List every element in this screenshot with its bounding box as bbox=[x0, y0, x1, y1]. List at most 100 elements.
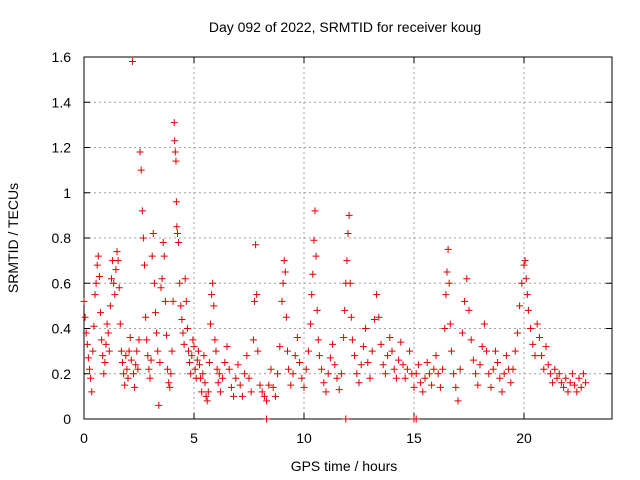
data-point bbox=[445, 279, 453, 287]
data-point bbox=[80, 297, 88, 305]
data-point bbox=[414, 361, 422, 369]
data-point bbox=[86, 365, 93, 373]
data-point bbox=[359, 343, 367, 351]
data-point bbox=[141, 261, 148, 269]
data-point bbox=[110, 279, 118, 287]
data-point bbox=[463, 275, 471, 283]
data-point bbox=[540, 365, 548, 373]
data-point bbox=[204, 388, 212, 396]
data-point bbox=[82, 329, 90, 337]
data-point bbox=[211, 336, 219, 344]
data-point bbox=[324, 370, 332, 378]
data-point bbox=[443, 268, 451, 276]
data-point bbox=[150, 279, 158, 287]
data-point bbox=[174, 229, 181, 237]
data-point bbox=[190, 343, 198, 351]
data-point bbox=[252, 241, 260, 249]
y-tick-label: 1.6 bbox=[52, 49, 72, 65]
data-point bbox=[136, 148, 144, 156]
data-point bbox=[122, 352, 130, 360]
data-point bbox=[421, 374, 429, 382]
data-point bbox=[97, 309, 104, 317]
data-point bbox=[568, 370, 576, 378]
data-point bbox=[335, 386, 343, 394]
data-point bbox=[347, 313, 355, 321]
data-point bbox=[494, 358, 502, 366]
data-point bbox=[507, 379, 515, 387]
tick-labels: 0 0.2 0.4 0.6 0.8 1 1.2 1.4 1.6 0 5 10 15 20 bbox=[52, 49, 532, 446]
data-point bbox=[138, 207, 146, 215]
data-point bbox=[142, 313, 150, 321]
data-point bbox=[212, 347, 220, 355]
y-axis-label: SRMTID / TECUs bbox=[5, 183, 21, 293]
data-point bbox=[223, 343, 231, 351]
data-point bbox=[476, 361, 484, 369]
data-point bbox=[390, 365, 398, 373]
data-point bbox=[535, 334, 543, 342]
data-point bbox=[498, 388, 506, 396]
data-point bbox=[538, 352, 546, 360]
data-point bbox=[169, 297, 177, 305]
data-point bbox=[279, 279, 287, 287]
data-point bbox=[289, 370, 297, 378]
data-point bbox=[180, 340, 188, 348]
y-tick-label: 1 bbox=[63, 185, 71, 201]
data-point bbox=[170, 119, 178, 127]
data-point bbox=[146, 374, 154, 382]
data-point bbox=[178, 315, 186, 323]
data-point bbox=[159, 239, 167, 247]
data-point bbox=[308, 291, 316, 299]
data-point bbox=[201, 379, 209, 387]
data-point bbox=[533, 320, 541, 328]
data-point bbox=[291, 352, 299, 360]
data-point bbox=[377, 340, 385, 348]
data-point bbox=[265, 381, 273, 389]
data-point bbox=[113, 248, 121, 256]
data-point bbox=[120, 370, 128, 378]
data-point bbox=[166, 383, 174, 391]
data-point bbox=[434, 370, 442, 378]
data-point bbox=[428, 381, 436, 389]
data-point bbox=[209, 279, 217, 287]
data-point bbox=[384, 352, 392, 360]
data-point bbox=[221, 358, 229, 366]
data-point bbox=[172, 198, 180, 206]
data-point bbox=[566, 379, 574, 387]
data-point bbox=[91, 291, 99, 299]
data-point bbox=[410, 383, 418, 391]
data-point bbox=[483, 347, 491, 355]
data-point bbox=[487, 383, 495, 391]
data-point bbox=[472, 370, 480, 378]
data-point bbox=[441, 325, 449, 332]
data-point bbox=[101, 358, 109, 366]
data-point bbox=[163, 331, 170, 339]
data-point bbox=[395, 356, 403, 364]
data-point bbox=[164, 365, 172, 373]
data-point bbox=[373, 291, 381, 299]
data-point bbox=[124, 374, 132, 382]
data-point bbox=[276, 343, 284, 351]
data-point bbox=[368, 347, 376, 355]
data-point bbox=[364, 358, 372, 366]
data-point bbox=[340, 334, 348, 342]
data-point bbox=[579, 370, 587, 378]
data-point bbox=[230, 392, 238, 400]
data-point bbox=[227, 383, 235, 391]
data-point bbox=[181, 275, 189, 283]
data-point bbox=[100, 370, 108, 378]
data-point bbox=[207, 320, 214, 328]
data-point bbox=[518, 279, 526, 287]
data-point bbox=[549, 379, 557, 387]
data-point bbox=[105, 347, 113, 355]
data-point bbox=[258, 388, 266, 396]
data-point bbox=[379, 361, 387, 369]
chart-title: Day 092 of 2022, SRMTID for receiver kou… bbox=[209, 19, 481, 35]
data-point bbox=[193, 356, 201, 364]
data-point bbox=[93, 261, 101, 269]
data-point bbox=[489, 365, 497, 373]
data-point bbox=[511, 347, 519, 355]
data-point bbox=[241, 370, 249, 378]
data-point bbox=[153, 329, 161, 337]
data-point bbox=[189, 336, 197, 344]
data-point bbox=[417, 379, 425, 387]
